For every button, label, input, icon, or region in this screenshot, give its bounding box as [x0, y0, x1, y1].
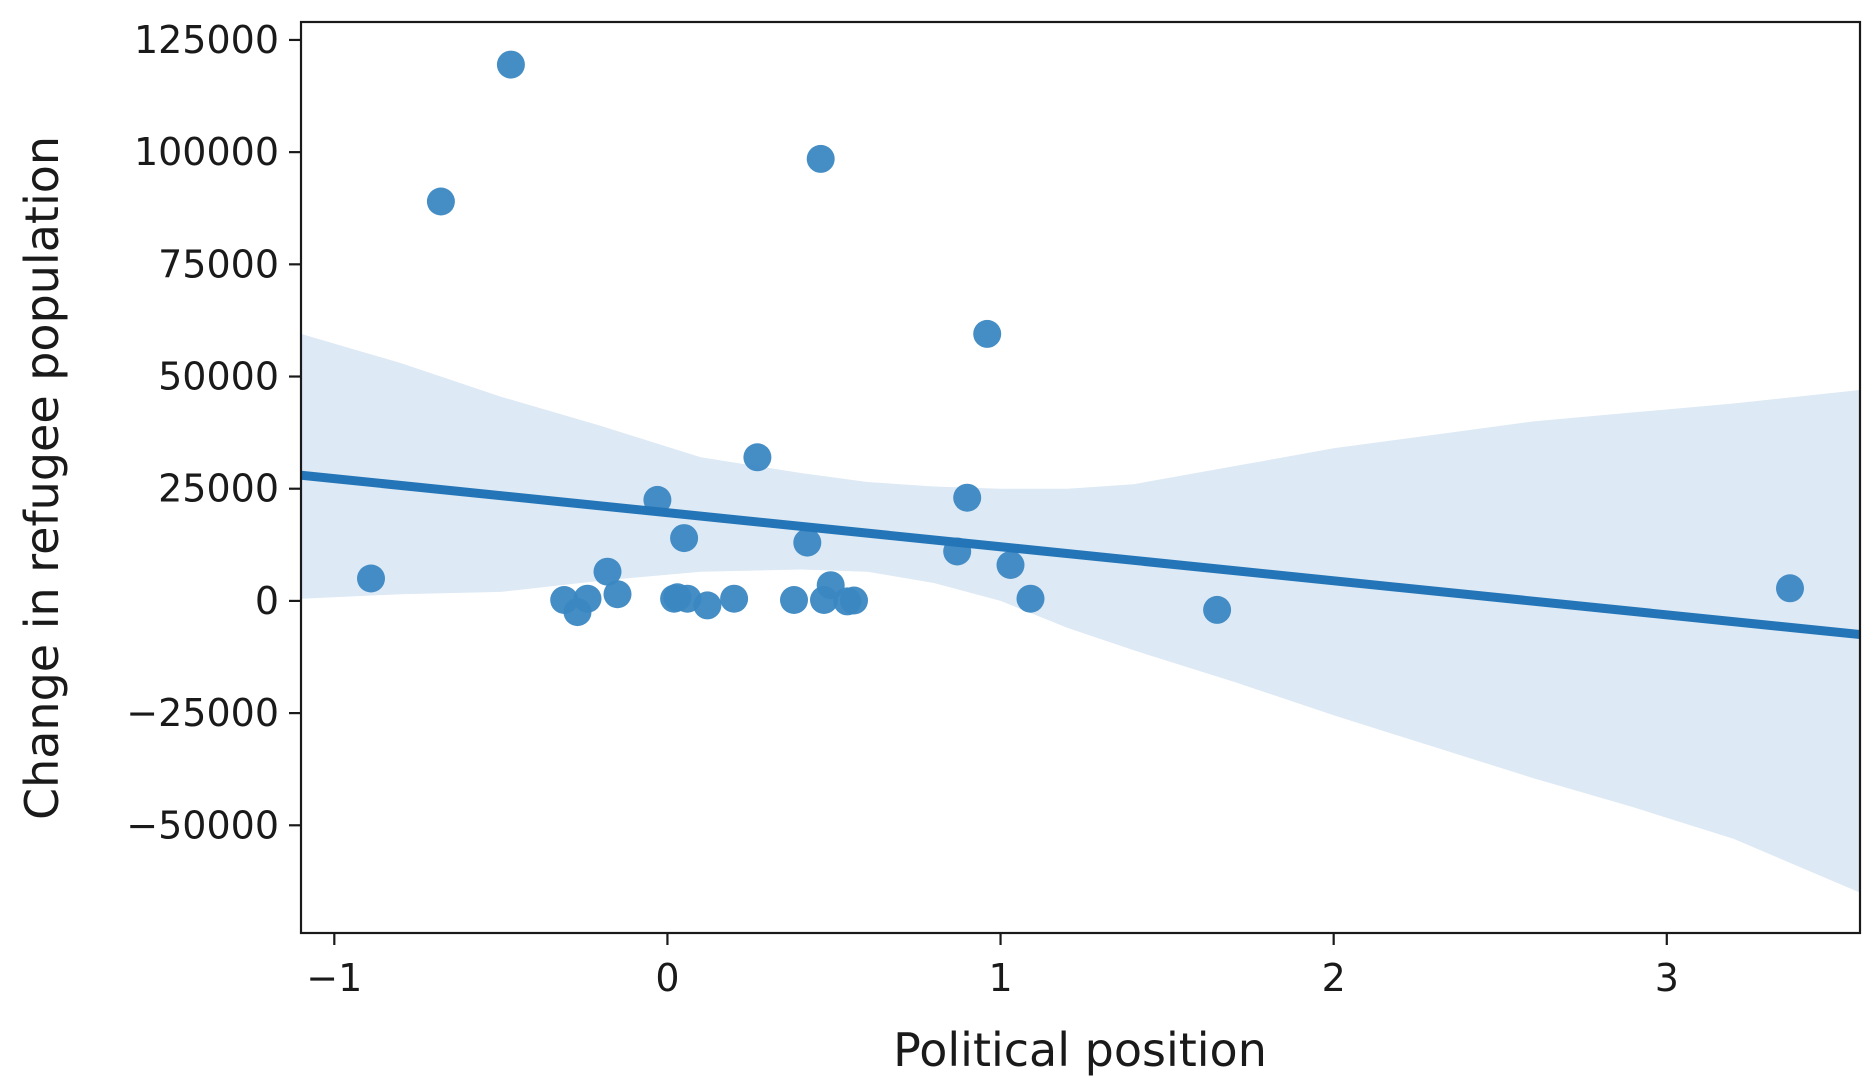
x-tick-label: −1 — [306, 956, 362, 1000]
y-axis-label: Change in refugee population — [15, 136, 69, 820]
y-tick-label: −25000 — [126, 691, 279, 735]
data-point-17 — [793, 528, 822, 557]
data-point-27 — [1016, 584, 1045, 613]
data-point-25 — [973, 319, 1002, 348]
data-point-0 — [357, 564, 385, 593]
data-point-1 — [426, 187, 455, 216]
data-point-29 — [1776, 574, 1804, 603]
y-tick-label: 125000 — [134, 18, 279, 62]
data-point-18 — [806, 144, 835, 173]
data-point-26 — [996, 551, 1025, 579]
data-point-22 — [840, 586, 868, 615]
x-tick-label: 1 — [988, 956, 1012, 1000]
y-tick-label: 50000 — [158, 355, 279, 399]
y-tick-label: 0 — [255, 579, 279, 623]
x-tick-label: 0 — [655, 956, 679, 1000]
data-point-13 — [693, 591, 722, 620]
x-axis-label: Political position — [893, 1023, 1267, 1077]
data-point-28 — [1203, 595, 1232, 624]
y-tick-label: 75000 — [158, 242, 279, 286]
y-tick-label: 25000 — [158, 467, 279, 511]
data-point-5 — [573, 584, 602, 613]
y-tick-label: 100000 — [134, 130, 279, 174]
data-point-16 — [780, 586, 808, 614]
plot-area — [301, 50, 1860, 893]
data-point-6 — [593, 557, 622, 586]
data-point-2 — [496, 50, 525, 79]
x-tick-label: 3 — [1655, 956, 1679, 1000]
regression-line — [301, 470, 1860, 640]
data-point-7 — [603, 580, 632, 609]
data-point-11 — [670, 524, 699, 553]
data-points — [357, 50, 1804, 627]
x-tick-label: 2 — [1322, 956, 1346, 1000]
axis-ticks: −1 0 1 2 3 −50000 −25000 0 25000 50000 75000 100000… — [126, 18, 1679, 1000]
data-point-15 — [743, 443, 772, 472]
plot-frame — [299, 20, 1862, 935]
data-point-14 — [720, 584, 749, 613]
y-tick-label: −50000 — [126, 803, 279, 847]
confidence-band — [301, 333, 1860, 893]
data-point-24 — [953, 483, 982, 512]
